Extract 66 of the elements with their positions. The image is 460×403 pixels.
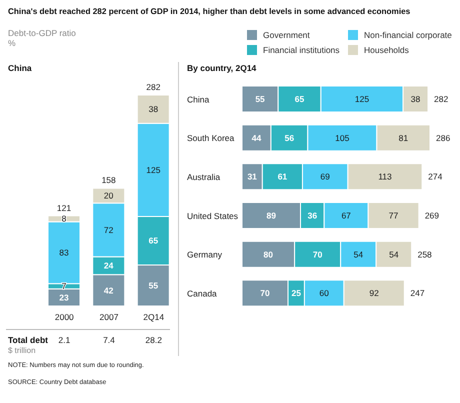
legend-label: Non-financial corporate: [363, 30, 453, 40]
total-label: 282: [146, 82, 161, 92]
x-tick-label: 2Q14: [143, 312, 164, 322]
data-label: 8: [62, 214, 67, 224]
data-label: 83: [59, 248, 69, 258]
y-axis-title: Debt-to-GDP ratio %: [8, 28, 76, 48]
text: China's debt reached 282 percent of GDP in 2014, higher than debt levels in some advanced economies: [8, 7, 410, 16]
data-label: 70: [312, 249, 323, 260]
chart-subtitle: China: [8, 63, 32, 73]
data-label: 20: [104, 190, 114, 201]
legend-label: Financial institutions: [262, 45, 341, 55]
data-label: 65: [294, 94, 305, 104]
y-tick-label: Canada: [187, 288, 218, 299]
total-label: 282: [434, 94, 448, 104]
data-label: 77: [388, 210, 399, 220]
data-label: 44: [252, 132, 262, 143]
total-label: 121: [56, 202, 72, 213]
x-tick-label: 2000: [54, 312, 74, 322]
data-label: 72: [104, 224, 114, 235]
data-label: 60: [319, 288, 330, 298]
total-label: 286: [436, 132, 450, 143]
y-tick-label: South Korea: [187, 133, 235, 144]
legend-label: Households: [363, 45, 410, 55]
data-label: 54: [354, 249, 364, 260]
data-label: 25: [291, 288, 302, 298]
data-label: 69: [320, 172, 330, 182]
data-label: 54: [389, 249, 399, 260]
data-label: 125: [354, 94, 370, 104]
data-label: 42: [104, 285, 114, 296]
data-label: 67: [341, 210, 352, 220]
y-tick-label: United States: [187, 210, 238, 221]
y-tick-label: China: [187, 94, 210, 104]
data-label: 61: [278, 172, 288, 182]
chart-subtitle: By country, 2Q14: [187, 63, 256, 73]
data-label: 55: [255, 94, 266, 104]
total-label: 274: [428, 172, 443, 182]
data-label: 80: [264, 249, 274, 260]
text: 7.4: [102, 335, 116, 345]
data-label: 55: [148, 280, 158, 290]
data-label: 70: [260, 288, 270, 298]
total-label: 269: [424, 210, 440, 220]
total-label: 158: [102, 175, 116, 186]
data-label: 56: [284, 132, 294, 143]
data-label: 65: [148, 236, 158, 246]
data-label: 38: [148, 104, 158, 114]
text: 28.2: [144, 335, 163, 345]
data-label: 38: [410, 94, 421, 104]
data-label: 81: [398, 132, 408, 143]
x-tick-label: 2007: [100, 312, 119, 322]
text: $ trillion: [8, 346, 36, 355]
data-label: 105: [335, 132, 350, 143]
data-label: 24: [104, 260, 114, 271]
data-label: 31: [247, 172, 258, 182]
data-label: 125: [146, 164, 161, 175]
total-label: 247: [410, 288, 425, 298]
legend-label: Government: [262, 30, 311, 40]
y-tick-label: Australia: [187, 172, 220, 182]
data-label: 89: [266, 210, 276, 220]
data-label: 113: [378, 172, 392, 182]
text: Total debt: [8, 335, 48, 345]
total-label: 258: [418, 249, 432, 260]
text: 2.1: [58, 335, 70, 345]
y-tick-label: Germany: [187, 250, 223, 260]
data-label: 23: [59, 292, 69, 302]
data-label: 92: [369, 288, 380, 298]
data-label: 36: [308, 210, 318, 220]
